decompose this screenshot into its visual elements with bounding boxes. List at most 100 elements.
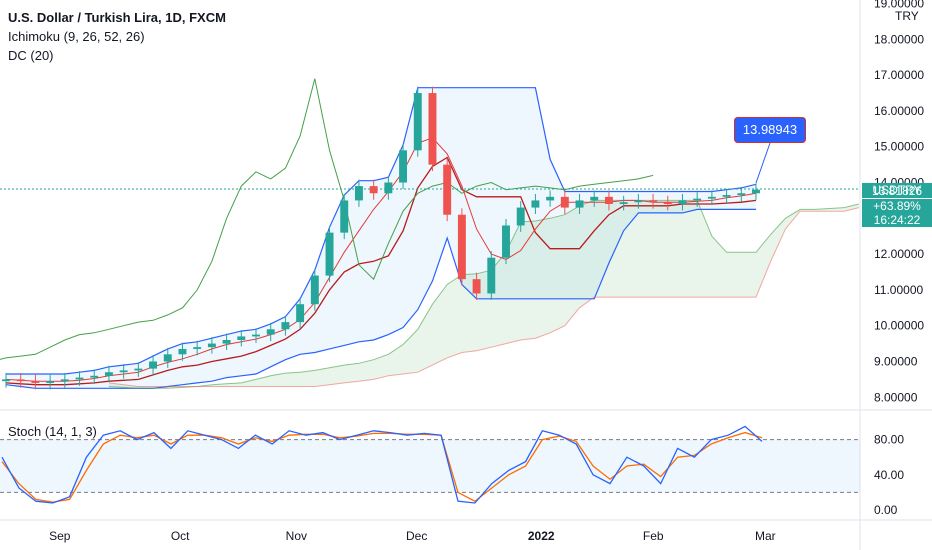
candle-body xyxy=(252,334,260,337)
candle-body xyxy=(325,232,334,276)
price-tick-label: 18.00000 xyxy=(874,32,924,46)
candle-body xyxy=(487,257,496,294)
price-tick-label: 15.00000 xyxy=(874,140,924,154)
candle-body xyxy=(119,370,128,373)
candle-body xyxy=(707,196,716,199)
price-tick-label: 16.00000 xyxy=(874,104,924,118)
candle-body xyxy=(384,182,393,194)
candle-body xyxy=(663,202,672,204)
candle-body xyxy=(575,200,584,208)
tenkan-line xyxy=(5,137,757,382)
candle-body xyxy=(163,354,172,362)
callout-leader xyxy=(755,142,771,184)
chikou-line xyxy=(0,78,654,360)
candle-body xyxy=(634,200,643,203)
candle-body xyxy=(590,196,599,201)
candle-body xyxy=(222,340,231,344)
price-tick-label: 12.00000 xyxy=(874,247,924,261)
candle-body xyxy=(457,214,466,280)
candle-body xyxy=(60,379,69,382)
symbol-tag: USDTRY xyxy=(862,183,932,198)
candle-body xyxy=(31,381,40,383)
candle-body xyxy=(340,200,349,233)
candle-body xyxy=(354,186,363,201)
price-tick-label: 8.00000 xyxy=(874,390,918,404)
price-callout[interactable]: 13.98943 xyxy=(734,117,806,143)
last-price-label: 13.81826 xyxy=(872,184,923,198)
candle-body xyxy=(369,186,378,194)
stoch-k-line xyxy=(1,425,763,504)
donchian-upper xyxy=(6,87,757,375)
candle-body xyxy=(737,193,746,196)
ichimoku-cloud xyxy=(108,200,859,389)
candle-body xyxy=(649,200,658,203)
candle-body xyxy=(75,377,84,380)
candle-body xyxy=(207,343,216,348)
stoch-tick-label: 80.00 xyxy=(874,433,904,447)
candle-body xyxy=(266,329,275,335)
candle-body xyxy=(90,375,99,378)
candle-body xyxy=(722,195,731,197)
time-tick-label: Feb xyxy=(643,529,664,543)
candle-body xyxy=(16,379,25,382)
stoch-legend[interactable]: Stoch (14, 1, 3) xyxy=(8,424,97,439)
stochastic-pane xyxy=(0,425,860,504)
candle-body xyxy=(443,164,452,215)
price-tick-label: 10.00000 xyxy=(874,319,924,333)
price-tick-label: 9.00000 xyxy=(874,354,918,368)
candle-body xyxy=(46,381,55,383)
donchian-legend[interactable]: DC (20) xyxy=(8,48,54,63)
price-tick-label: 11.00000 xyxy=(874,283,923,297)
candle-body xyxy=(2,379,10,382)
time-tick-label: Sep xyxy=(49,529,71,543)
candle-body xyxy=(281,322,290,330)
candle-body xyxy=(296,304,305,323)
candle-body xyxy=(752,189,760,194)
change-label: +63.89% xyxy=(862,199,932,213)
donchian-fill xyxy=(6,87,756,389)
candle-body xyxy=(678,200,687,204)
senkou-span-a xyxy=(108,199,860,389)
candle-body xyxy=(413,93,422,151)
chart-title: U.S. Dollar / Turkish Lira, 1D, FXCM xyxy=(8,10,226,25)
stoch-band-fill xyxy=(0,439,860,493)
time-tick-label: 2022 xyxy=(528,529,555,543)
candle-body xyxy=(134,368,143,371)
stoch-tick-label: 0.00 xyxy=(874,503,898,517)
candle-body xyxy=(178,348,187,355)
candle-body xyxy=(310,275,319,305)
candle-body xyxy=(149,361,158,369)
price-tick-label: 19.00000 xyxy=(874,0,924,11)
candle-body xyxy=(560,196,569,208)
stoch-tick-label: 40.00 xyxy=(874,468,904,482)
candle-body xyxy=(237,336,246,340)
time-tick-label: Dec xyxy=(406,529,427,543)
stoch-d-line xyxy=(1,431,763,503)
senkou-span-b xyxy=(108,207,860,387)
time-tick-label: Nov xyxy=(286,529,307,543)
candle-body xyxy=(604,196,613,204)
candle-body xyxy=(399,150,408,183)
candle-body xyxy=(502,225,510,258)
candle-body xyxy=(193,347,202,349)
candle-body xyxy=(619,202,628,204)
candle-body xyxy=(693,198,702,201)
price-tick-label: 17.00000 xyxy=(874,68,924,82)
candles-layer xyxy=(2,86,760,390)
time-tick-label: Mar xyxy=(755,529,776,543)
cloud-and-channel-fills xyxy=(6,87,859,389)
countdown-label: 16:24:22 xyxy=(862,213,932,227)
currency-label: TRY xyxy=(895,9,919,23)
candle-body xyxy=(546,196,555,201)
candle-body xyxy=(531,200,540,208)
candle-body xyxy=(516,207,525,226)
candle-body xyxy=(104,372,113,376)
ichimoku-legend[interactable]: Ichimoku (9, 26, 52, 26) xyxy=(8,29,145,44)
kijun-line xyxy=(5,156,757,386)
indicator-lines xyxy=(0,78,860,389)
time-tick-label: Oct xyxy=(171,529,190,543)
candle-body xyxy=(428,93,437,165)
candle-body xyxy=(472,279,481,294)
